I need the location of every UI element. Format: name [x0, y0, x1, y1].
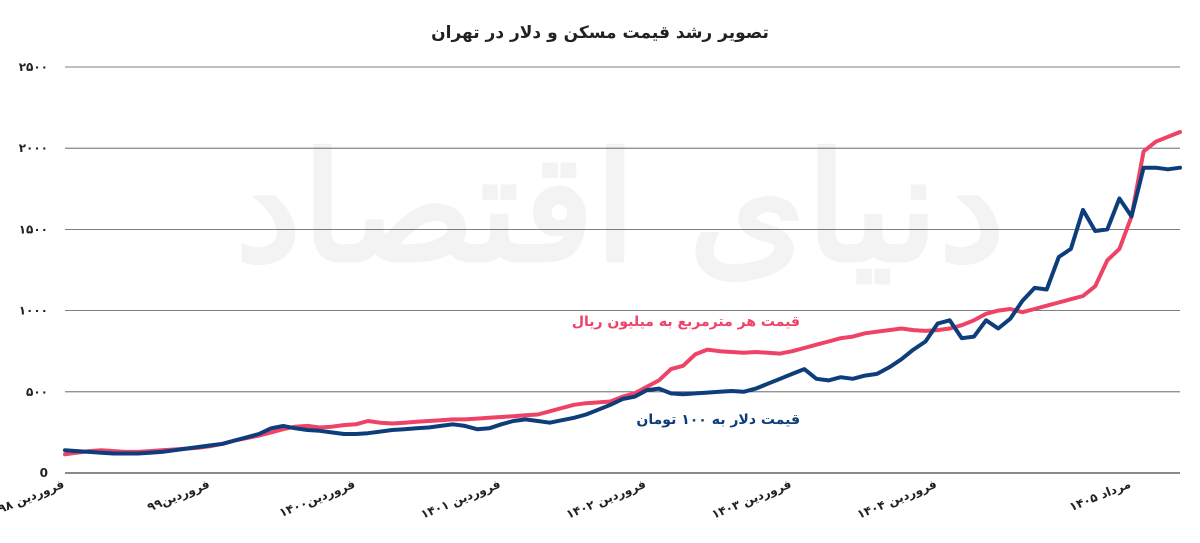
x-tick-label: فروردین ۱۴۰۱ [419, 477, 503, 523]
x-axis-ticks: فروردین ۹۸ فروردین۹۹ فروردین۱۴۰۰ فروردین ۱۴… [0, 477, 1133, 523]
series-line-dollar-price [63, 165, 1182, 456]
x-tick-label: فروردین ۱۴۰۲ [564, 477, 648, 523]
x-tick-label: فروردین۱۴۰۰ [277, 477, 357, 521]
x-tick-label: فروردین ۱۴۰۳ [710, 477, 794, 523]
x-tick-label: فروردین۹۹ [145, 477, 212, 516]
chart-title: تصویر رشد قیمت مسکن و دلار در تهران [431, 23, 769, 43]
y-tick-label: ۲۵۰۰ [19, 60, 48, 74]
series-lines [63, 130, 1182, 457]
grid-lines [65, 66, 1180, 474]
y-tick-label: ۱۵۰۰ [19, 222, 48, 236]
y-tick-label: 0 [40, 466, 48, 480]
y-axis-ticks: 0 ۵۰۰ ۱۰۰۰ ۱۵۰۰ ۲۰۰۰ ۲۵۰۰ [19, 60, 48, 480]
watermark-logo: دنیای اقتصاد [235, 120, 1005, 296]
label-housing-price: قیمت هر مترمربع به میلیون ریال [572, 314, 800, 330]
x-tick-label: فروردین ۱۴۰۴ [855, 477, 939, 523]
y-tick-label: ۱۰۰۰ [19, 304, 48, 318]
label-dollar-price: قیمت دلار به ۱۰۰ تومان [636, 412, 800, 428]
y-tick-label: ۲۰۰۰ [19, 141, 48, 155]
watermark-layer: دنیای اقتصاد [235, 120, 1005, 296]
x-tick-label: مرداد ۱۴۰۵ [1067, 477, 1132, 514]
x-tick-label: فروردین ۹۸ [0, 477, 66, 517]
series-labels: قیمت هر مترمربع به میلیون ریال قیمت دلار … [572, 314, 800, 428]
y-tick-label: ۵۰۰ [26, 385, 48, 399]
